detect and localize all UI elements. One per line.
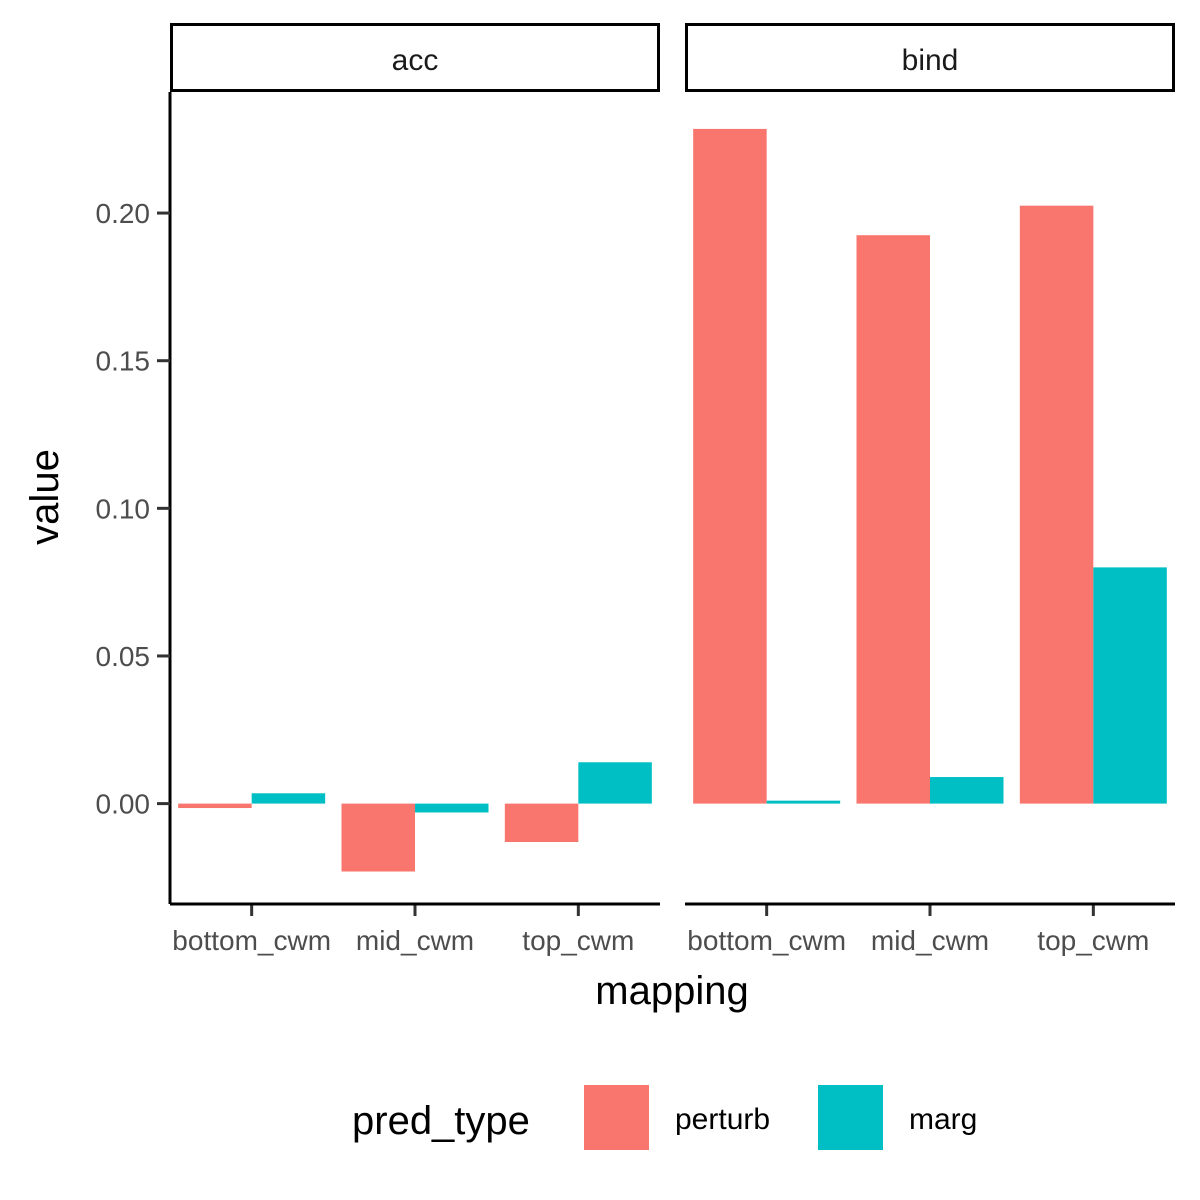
x-tick-label: mid_cwm: [356, 925, 474, 956]
legend-label-perturb: perturb: [675, 1103, 770, 1136]
bar-bind-mid_cwm-perturb: [856, 235, 930, 804]
legend-key-marg: [818, 1085, 883, 1150]
facet-panel-acc: acc bottom_cwm mid_cwm top_cwm: [168, 23, 660, 956]
y-tick-label: 0.15: [96, 346, 151, 377]
y-tick-label: 0.00: [96, 789, 151, 820]
bar-acc-bottom_cwm-marg: [251, 793, 326, 804]
bar-bind-mid_cwm-marg: [930, 777, 1004, 804]
x-axis-title: mapping: [595, 969, 748, 1013]
y-axis: 0.00 0.05 0.10 0.15 0.20: [96, 198, 170, 820]
facet-panel-bind: bind bottom_cwm mid_cwm top_cwm: [685, 23, 1175, 956]
bar-bind-top_cwm-marg: [1093, 567, 1167, 804]
facet-strip-bind: [685, 23, 1175, 92]
x-tick-label: mid_cwm: [871, 925, 989, 956]
legend: pred_type perturb marg: [352, 1085, 977, 1150]
legend-key-perturb: [584, 1085, 649, 1150]
bar-acc-bottom_cwm-perturb: [178, 803, 252, 809]
bar-bind-top_cwm-perturb: [1019, 205, 1094, 804]
facet-strip-label: bind: [902, 44, 959, 77]
bar-acc-top_cwm-perturb: [504, 803, 579, 842]
x-tick-label: top_cwm: [1037, 925, 1149, 956]
y-tick-label: 0.05: [96, 641, 151, 672]
y-axis-title: value: [23, 449, 67, 545]
bar-bind-bottom_cwm-marg: [766, 800, 841, 804]
bar-bind-bottom_cwm-perturb: [693, 128, 767, 804]
y-tick-label: 0.10: [96, 493, 151, 524]
bar-acc-mid_cwm-perturb: [341, 803, 415, 872]
facet-strip-acc: [170, 23, 660, 92]
x-tick-label: bottom_cwm: [687, 925, 846, 956]
bar-acc-mid_cwm-marg: [415, 803, 489, 813]
chart-panels: acc bottom_cwm mid_cwm top_cwm bind bottom_cw…: [168, 23, 1175, 956]
facet-strip-label: acc: [392, 44, 439, 77]
x-tick-label: top_cwm: [522, 925, 634, 956]
bar-acc-top_cwm-marg: [578, 762, 652, 804]
x-tick-label: bottom_cwm: [172, 925, 331, 956]
legend-title: pred_type: [352, 1099, 530, 1143]
legend-label-marg: marg: [909, 1103, 977, 1136]
y-tick-label: 0.20: [96, 198, 151, 229]
